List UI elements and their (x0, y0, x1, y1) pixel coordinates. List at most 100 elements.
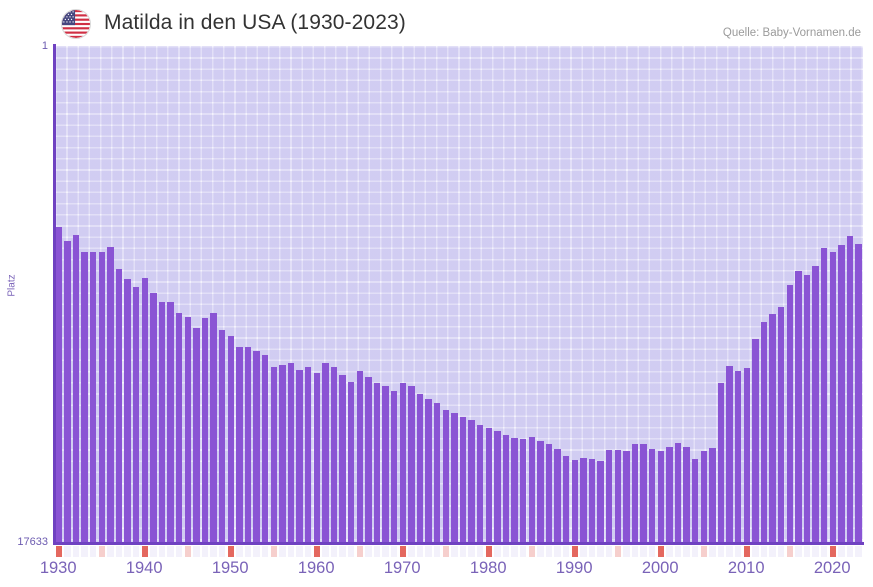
bar[interactable] (124, 279, 131, 543)
bar[interactable] (563, 456, 570, 543)
bar[interactable] (778, 307, 785, 543)
bar[interactable] (717, 383, 725, 543)
bar[interactable] (296, 370, 303, 543)
bar[interactable] (348, 382, 355, 543)
bar[interactable] (373, 383, 381, 543)
bar[interactable] (391, 391, 398, 543)
bar[interactable] (322, 363, 329, 543)
bar[interactable] (520, 439, 527, 543)
bar[interactable] (769, 314, 776, 543)
bar[interactable] (795, 271, 802, 543)
bar[interactable] (279, 365, 286, 543)
bar[interactable] (494, 431, 501, 543)
bar[interactable] (365, 377, 372, 543)
bar[interactable] (786, 285, 793, 543)
x-tick-marker (752, 546, 759, 557)
x-tick-marker (614, 546, 621, 557)
bar[interactable] (176, 313, 183, 543)
bar[interactable] (485, 428, 492, 543)
bar[interactable] (606, 450, 613, 543)
bar[interactable] (219, 330, 226, 543)
bar[interactable] (270, 367, 277, 543)
bar[interactable] (580, 458, 587, 543)
bar[interactable] (571, 460, 578, 543)
bar[interactable] (141, 278, 148, 543)
bar[interactable] (545, 444, 553, 543)
bar[interactable] (502, 435, 510, 543)
bar[interactable] (133, 287, 140, 543)
bar[interactable] (442, 410, 449, 543)
bar[interactable] (623, 451, 630, 543)
bar[interactable] (554, 449, 561, 543)
bar[interactable] (158, 302, 166, 543)
bar[interactable] (115, 269, 123, 543)
bar[interactable] (227, 336, 234, 543)
bar[interactable] (244, 347, 252, 543)
bar[interactable] (236, 347, 243, 543)
bar[interactable] (735, 371, 742, 543)
bar[interactable] (838, 245, 845, 543)
bar[interactable] (537, 441, 544, 543)
bar[interactable] (700, 451, 707, 543)
bar[interactable] (356, 371, 363, 543)
bar[interactable] (81, 252, 88, 543)
bar[interactable] (399, 383, 406, 543)
bar[interactable] (425, 399, 432, 543)
bar[interactable] (434, 403, 441, 543)
x-tick-marker (597, 546, 604, 557)
bar[interactable] (90, 252, 97, 543)
bar[interactable] (821, 248, 828, 543)
bar[interactable] (201, 318, 209, 543)
bar[interactable] (313, 373, 320, 543)
bar[interactable] (812, 266, 819, 543)
bar[interactable] (287, 363, 295, 543)
bar[interactable] (451, 413, 458, 543)
bar[interactable] (528, 437, 535, 543)
bar[interactable] (150, 293, 157, 543)
bar[interactable] (614, 450, 621, 543)
bar[interactable] (855, 244, 862, 543)
x-tick-marker (270, 546, 277, 557)
bar[interactable] (382, 386, 389, 543)
x-tick-marker (821, 546, 828, 557)
bar[interactable] (511, 438, 518, 543)
bar[interactable] (339, 375, 346, 543)
bar[interactable] (330, 367, 338, 543)
bar[interactable] (72, 235, 80, 543)
bar[interactable] (107, 247, 114, 543)
bar[interactable] (760, 322, 768, 543)
bar[interactable] (743, 368, 750, 543)
bar[interactable] (184, 317, 191, 543)
bar[interactable] (167, 302, 174, 543)
bar[interactable] (408, 386, 415, 543)
bar[interactable] (657, 451, 664, 543)
bar[interactable] (253, 351, 260, 543)
bar[interactable] (803, 275, 811, 543)
bar[interactable] (674, 443, 682, 543)
bar[interactable] (459, 417, 467, 543)
bar[interactable] (262, 355, 269, 543)
bar[interactable] (846, 236, 854, 543)
bar[interactable] (477, 425, 484, 543)
bar[interactable] (631, 444, 639, 543)
bar[interactable] (597, 461, 604, 543)
bar[interactable] (752, 339, 759, 543)
bar[interactable] (726, 366, 733, 543)
x-tick-marker (760, 546, 768, 557)
bar[interactable] (55, 227, 62, 543)
bar[interactable] (692, 459, 699, 543)
bar[interactable] (649, 449, 656, 543)
bar[interactable] (829, 252, 836, 543)
bar[interactable] (468, 420, 475, 543)
bar[interactable] (98, 252, 105, 543)
bar[interactable] (709, 448, 716, 543)
bar[interactable] (588, 459, 596, 543)
bar[interactable] (416, 394, 424, 543)
bar[interactable] (666, 447, 673, 543)
bar[interactable] (683, 447, 690, 543)
bar[interactable] (64, 241, 71, 543)
bar[interactable] (193, 328, 200, 543)
bar[interactable] (210, 313, 217, 543)
bar[interactable] (640, 444, 647, 543)
bar[interactable] (305, 367, 312, 543)
